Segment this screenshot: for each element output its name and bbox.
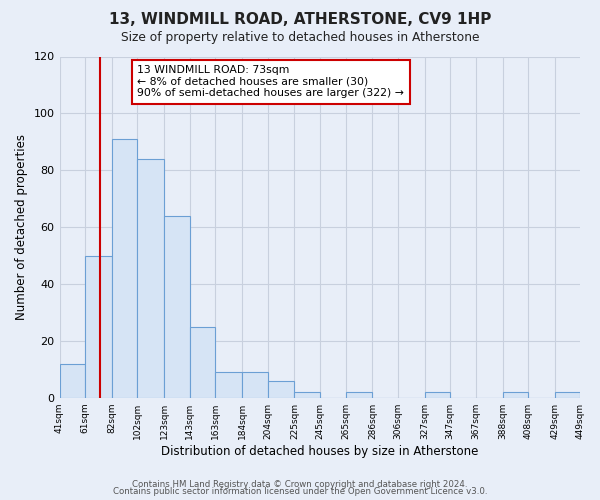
Bar [425,392,450,398]
Bar [137,159,164,398]
Bar [85,256,112,398]
Y-axis label: Number of detached properties: Number of detached properties [15,134,28,320]
Bar [215,372,242,398]
Text: Contains public sector information licensed under the Open Government Licence v3: Contains public sector information licen… [113,488,487,496]
Text: 13 WINDMILL ROAD: 73sqm
← 8% of detached houses are smaller (30)
90% of semi-det: 13 WINDMILL ROAD: 73sqm ← 8% of detached… [137,65,404,98]
Bar [503,392,528,398]
Bar [242,372,268,398]
Text: Contains HM Land Registry data © Crown copyright and database right 2024.: Contains HM Land Registry data © Crown c… [132,480,468,489]
Bar [164,216,190,398]
Bar [59,364,85,398]
Bar [295,392,320,398]
Bar [555,392,580,398]
Bar [268,380,295,398]
X-axis label: Distribution of detached houses by size in Atherstone: Distribution of detached houses by size … [161,444,479,458]
Text: 13, WINDMILL ROAD, ATHERSTONE, CV9 1HP: 13, WINDMILL ROAD, ATHERSTONE, CV9 1HP [109,12,491,28]
Bar [190,326,215,398]
Bar [112,139,137,398]
Text: Size of property relative to detached houses in Atherstone: Size of property relative to detached ho… [121,31,479,44]
Bar [346,392,373,398]
